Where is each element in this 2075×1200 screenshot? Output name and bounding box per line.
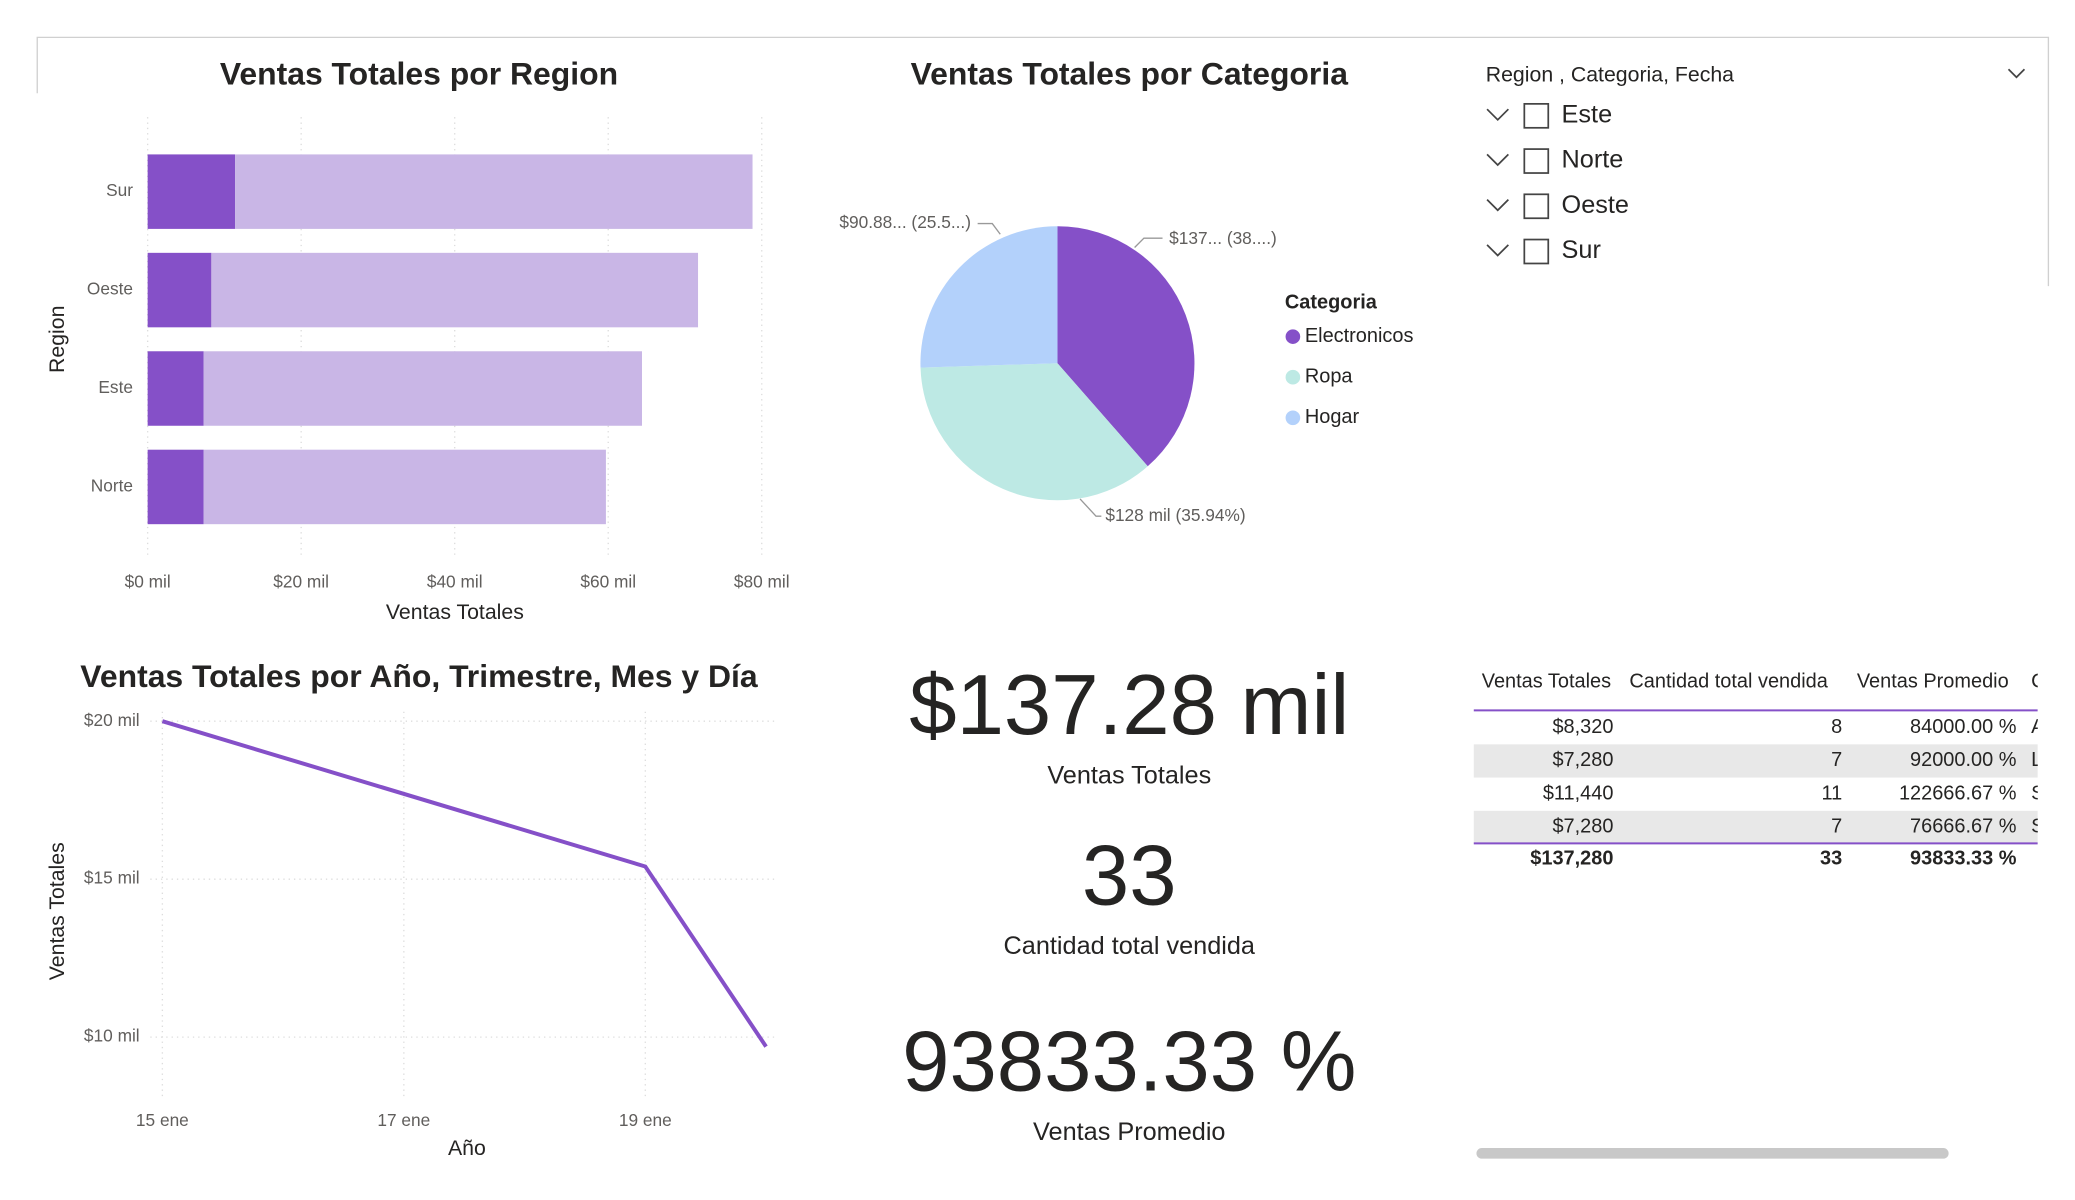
chart-title: Ventas Totales por Categoria	[911, 55, 1349, 91]
x-tick-label: $40 mil	[427, 571, 483, 591]
line	[161, 719, 768, 1048]
expand-chevron[interactable]	[1486, 244, 1509, 257]
expand-chevron[interactable]	[1486, 153, 1509, 167]
bar-segment	[235, 154, 753, 229]
chart-title: Ventas Totales por Año, Trimestre, Mes y…	[80, 658, 758, 694]
table-cell: 8	[1831, 716, 1842, 738]
card-label: Cantidad total vendida	[1004, 932, 1256, 960]
x-tick-label: $80 mil	[734, 571, 790, 591]
x-tick-label: $60 mil	[580, 571, 636, 591]
table-cell: 11	[1822, 782, 1843, 804]
table: Ventas Totales Cantidad total vendida Vent…	[1473, 671, 2045, 870]
table-cell: S	[2031, 816, 2044, 838]
x-axis-title: Ventas Totales	[386, 600, 524, 624]
column-header: Ventas Totales	[1482, 671, 1611, 693]
slicer-item[interactable]: Este	[1562, 101, 1613, 129]
card-value: 33	[1082, 828, 1177, 923]
chart-title: Ventas Totales por Region	[220, 55, 618, 91]
slicer-item[interactable]: Oeste	[1562, 191, 1629, 219]
y-tick-label: Este	[98, 377, 133, 397]
table-cell: 84000.00 %	[1910, 716, 2017, 738]
card-label: Ventas Promedio	[1033, 1118, 1225, 1146]
bar-segment	[147, 351, 204, 426]
x-tick-label: 15 ene	[136, 1110, 189, 1130]
legend-label: Hogar	[1305, 406, 1360, 428]
y-tick-label: $10 mil	[84, 1026, 140, 1046]
x-tick-label: 19 ene	[619, 1110, 672, 1130]
total-cell: 33	[1820, 848, 1842, 870]
column-header: Ventas Promedio	[1857, 671, 2009, 693]
table-cell: 76666.67 %	[1910, 816, 2017, 838]
table-cell: 7	[1831, 816, 1842, 838]
table-cell: $7,280	[1552, 816, 1613, 838]
card-label: Ventas Totales	[1047, 762, 1211, 790]
table-cell: 7	[1831, 749, 1842, 771]
slicer-item[interactable]: Norte	[1562, 146, 1624, 174]
checkbox[interactable]	[1523, 193, 1550, 220]
pie-slice	[1057, 226, 1195, 467]
expand-chevron[interactable]	[1486, 199, 1509, 212]
table-cell: L	[2031, 749, 2042, 771]
checkbox[interactable]	[1523, 102, 1550, 129]
expand-chevron[interactable]	[1486, 108, 1509, 122]
bar-segment	[203, 449, 606, 525]
y-axis-title: Region	[45, 306, 69, 373]
pie-slice	[920, 226, 1058, 368]
bar-segment	[147, 252, 212, 328]
data-label: $137... (38....)	[1169, 228, 1277, 248]
legend-title: Categoria	[1285, 292, 1378, 314]
card-value: $137.28 mil	[909, 658, 1349, 753]
x-axis-title: Año	[448, 1136, 486, 1160]
bar-segment	[147, 449, 204, 525]
legend-marker	[1285, 369, 1301, 385]
scrollbar[interactable]	[1476, 1148, 1949, 1159]
leader-line	[977, 222, 1001, 235]
row-band	[1473, 744, 2038, 778]
card-value: 93833.33 %	[902, 1015, 1356, 1110]
legend-label: Ropa	[1305, 365, 1354, 387]
data-label: $128 mil (35.94%)	[1105, 505, 1245, 525]
legend-marker	[1285, 329, 1301, 344]
y-tick-label: $20 mil	[84, 710, 140, 730]
bar-segment	[211, 252, 699, 328]
y-tick-label: Norte	[91, 476, 133, 496]
table-cell: S	[2031, 782, 2044, 804]
table-cell: $8,320	[1552, 716, 1613, 738]
y-tick-label: $15 mil	[84, 868, 140, 888]
row-band	[1473, 810, 2038, 845]
checkbox[interactable]	[1523, 238, 1550, 265]
bar-segment	[147, 154, 236, 229]
table-cell: 122666.67 %	[1899, 782, 2017, 804]
column-header: Cantidad total vendida	[1629, 671, 1828, 693]
legend-label: Electronicos	[1305, 325, 1414, 347]
table-cell: A	[2031, 716, 2045, 738]
dropdown-chevron[interactable]	[2007, 68, 2026, 79]
column-header: C	[2031, 671, 2045, 693]
frame	[36, 36, 2050, 287]
x-tick-label: $0 mil	[125, 571, 171, 591]
slicer-title: Region , Categoria, Fecha	[1486, 63, 1734, 87]
legend-marker	[1285, 410, 1301, 426]
checkbox[interactable]	[1523, 148, 1550, 174]
y-tick-label: Oeste	[87, 279, 133, 299]
pie-slice	[920, 363, 1148, 501]
leader-line	[1079, 498, 1102, 517]
data-label: $90.88... (25.5...)	[839, 212, 971, 232]
leader-line	[1134, 237, 1163, 248]
y-axis-title: Ventas Totales	[45, 842, 69, 980]
table-cell: $7,280	[1552, 749, 1613, 771]
total-cell: 93833.33 %	[1910, 848, 2017, 870]
x-tick-label: $20 mil	[273, 571, 329, 591]
table-cell: 92000.00 %	[1910, 749, 2017, 771]
y-tick-label: Sur	[106, 180, 133, 200]
bar-segment	[203, 351, 642, 426]
x-tick-label: 17 ene	[377, 1110, 430, 1130]
total-cell: $137,280	[1530, 848, 1613, 870]
slicer-item[interactable]: Sur	[1562, 236, 1601, 264]
table-cell: $11,440	[1543, 782, 1614, 804]
